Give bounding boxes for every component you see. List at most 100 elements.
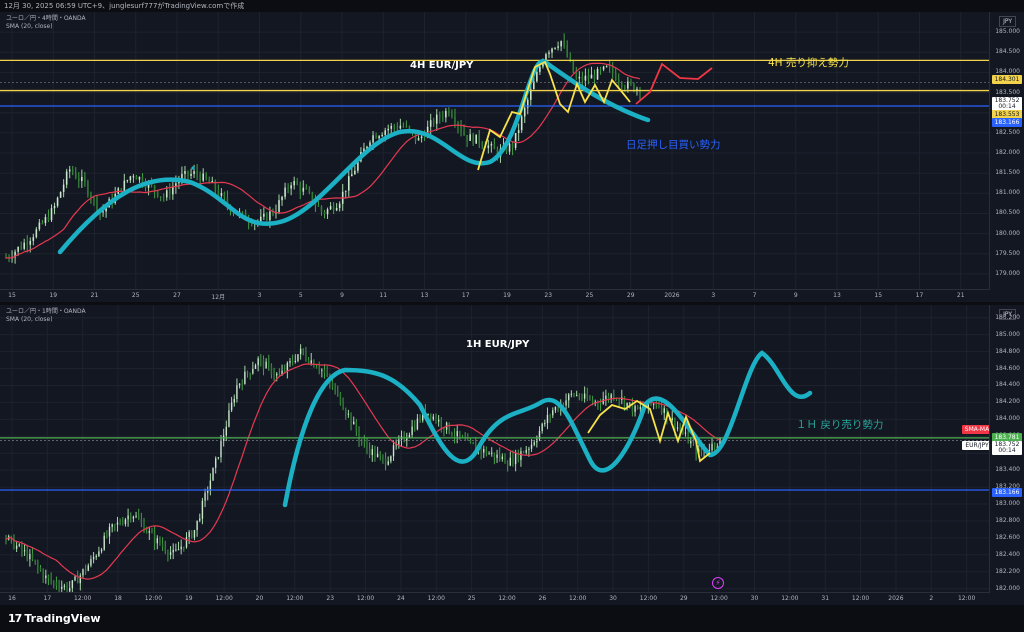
candle-body bbox=[187, 171, 189, 176]
zigzag-line bbox=[587, 399, 711, 463]
candle-body bbox=[313, 360, 315, 367]
price-tick-label: 180.000 bbox=[995, 229, 1020, 237]
candle-body bbox=[491, 452, 493, 454]
candle-body bbox=[485, 449, 488, 455]
time-axis-1h[interactable]: 16 17 12:00 18 12:00 19 12:00 20 12:00 23 12:00 24 1… bbox=[0, 592, 990, 605]
candle-body bbox=[517, 452, 519, 461]
candle-body bbox=[429, 413, 432, 420]
candle-body bbox=[35, 229, 38, 238]
candle-body bbox=[66, 585, 68, 592]
candle-body bbox=[557, 46, 559, 48]
candle-body bbox=[196, 171, 198, 175]
candle-body bbox=[684, 432, 687, 434]
time-tick-label: 29 bbox=[679, 595, 688, 602]
candle-body bbox=[165, 190, 168, 198]
candle-body bbox=[71, 169, 74, 174]
candle-body bbox=[71, 580, 74, 589]
currency-label[interactable]: JPY bbox=[999, 16, 1016, 27]
candle-body bbox=[378, 136, 380, 139]
candle-body bbox=[241, 383, 243, 385]
candle-body bbox=[565, 400, 567, 406]
time-tick-label: 13 bbox=[833, 292, 841, 299]
time-tick-label: 9 bbox=[793, 292, 798, 299]
candle-body bbox=[238, 383, 241, 386]
candle-body bbox=[183, 546, 185, 548]
tradingview-brand[interactable]: 17 TradingView bbox=[8, 612, 101, 625]
price-tick-label: 184.400 bbox=[995, 381, 1020, 389]
candle-body bbox=[335, 208, 338, 211]
candle-body bbox=[147, 182, 150, 188]
candle-body bbox=[161, 543, 164, 547]
time-axis-4h[interactable]: 15 19 21 25 27 12月 3 5 9 11 13 17 19 23 25 29 2026 3 7 9 13 1… bbox=[0, 289, 990, 302]
price-axis-4h[interactable]: JPY 185.000184.500184.000183.500183.0001… bbox=[989, 12, 1024, 302]
price-tick-label: 183.200 bbox=[995, 483, 1020, 491]
candle-body bbox=[448, 110, 450, 114]
candle-body bbox=[358, 431, 360, 440]
candle-body bbox=[679, 427, 681, 431]
candle-body bbox=[566, 45, 568, 57]
candle-body bbox=[517, 130, 520, 134]
candle-body bbox=[100, 549, 103, 552]
candle-body bbox=[363, 148, 365, 152]
indicator-line[interactable]: SMA (20, close) bbox=[6, 316, 53, 323]
chart-canvas-1h[interactable] bbox=[0, 305, 990, 593]
candle-body bbox=[217, 457, 220, 459]
candle-body bbox=[390, 125, 393, 129]
chart-pane-4h[interactable]: ユーロ／円・4時間・OANDA SMA (20, close) 4H EUR/J… bbox=[0, 12, 1024, 302]
symbol-line[interactable]: ユーロ／円・1時間・OANDA bbox=[6, 308, 86, 315]
candle-body bbox=[339, 392, 342, 405]
candle-body bbox=[396, 127, 399, 129]
candle-body bbox=[209, 480, 212, 491]
price-tick-label: 182.800 bbox=[995, 517, 1020, 524]
candle-body bbox=[382, 455, 384, 459]
candle-body bbox=[181, 173, 183, 180]
candle-body bbox=[399, 125, 402, 129]
candle-body bbox=[414, 426, 416, 430]
indicator-line[interactable]: SMA (20, close) bbox=[6, 23, 53, 30]
candle-body bbox=[552, 410, 554, 416]
candle-body bbox=[268, 361, 270, 366]
tradingview-logo-icon: 17 bbox=[8, 612, 22, 625]
price-tick-label: 184.800 bbox=[995, 347, 1020, 355]
candle-body bbox=[20, 246, 22, 249]
candle-body bbox=[84, 177, 86, 183]
candle-body bbox=[95, 555, 97, 558]
candle-body bbox=[278, 373, 281, 375]
candle-body bbox=[384, 130, 386, 135]
candle-body bbox=[617, 80, 620, 83]
time-tick-label: 2026 bbox=[888, 595, 904, 602]
candle-body bbox=[596, 69, 599, 80]
time-tick-label: 12:00 bbox=[427, 595, 445, 602]
candle-body bbox=[196, 520, 198, 531]
candle-body bbox=[74, 576, 76, 581]
candle-body bbox=[478, 134, 481, 144]
candle-body bbox=[332, 206, 335, 211]
candle-body bbox=[138, 176, 141, 180]
candle-body bbox=[53, 581, 55, 583]
chart-canvas-4h[interactable] bbox=[0, 12, 990, 290]
candle-body bbox=[525, 449, 527, 453]
candle-body bbox=[34, 559, 36, 563]
candle-body bbox=[607, 395, 610, 399]
candle-body bbox=[563, 41, 565, 46]
candle-body bbox=[466, 135, 468, 141]
candle-body bbox=[50, 578, 52, 582]
lightning-icon[interactable]: ⚡ bbox=[712, 577, 724, 589]
candle-body bbox=[369, 142, 371, 147]
candle-body bbox=[302, 187, 305, 192]
candle-body bbox=[26, 242, 29, 245]
candle-body bbox=[90, 194, 92, 199]
candle-body bbox=[636, 88, 638, 91]
price-axis-1h[interactable]: JPY 185.200 185.000 184.800 184.600 184.400 1… bbox=[989, 305, 1024, 605]
candle-body bbox=[560, 41, 562, 47]
candle-body bbox=[423, 136, 426, 138]
candle-body bbox=[623, 397, 626, 407]
time-tick-label: 13 bbox=[420, 292, 429, 299]
candle-body bbox=[526, 99, 529, 108]
candle-body bbox=[487, 145, 490, 148]
symbol-line[interactable]: ユーロ／円・4時間・OANDA bbox=[6, 15, 86, 22]
currency-label[interactable]: JPY bbox=[999, 309, 1016, 320]
candle-body bbox=[321, 369, 323, 371]
chart-pane-1h[interactable]: ユーロ／円・1時間・OANDA SMA (20, close) 1H EUR/J… bbox=[0, 305, 1024, 605]
candle-body bbox=[281, 196, 283, 201]
